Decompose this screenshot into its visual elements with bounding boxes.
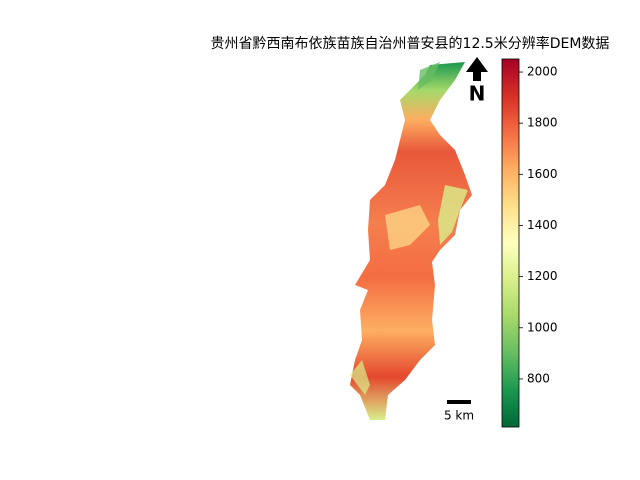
colorbar-tick-label: 1200 — [527, 269, 558, 283]
colorbar-tick-label: 800 — [527, 371, 550, 385]
colorbar — [501, 58, 520, 428]
dem-raster — [350, 62, 472, 420]
colorbar-tick-label: 1400 — [527, 218, 558, 232]
colorbar-tick-label: 1800 — [527, 116, 558, 130]
colorbar-tick-label: 1600 — [527, 167, 558, 181]
colorbar-tick-label: 1000 — [527, 320, 558, 334]
north-label: N — [469, 82, 486, 106]
map-title: 贵州省黔西南布依族苗族自治州普安县的12.5米分辨率DEM数据 — [211, 35, 610, 52]
colorbar-tick-label: 2000 — [527, 65, 558, 79]
north-arrow — [466, 57, 488, 81]
scale-bar-label: 5 km — [444, 409, 474, 423]
